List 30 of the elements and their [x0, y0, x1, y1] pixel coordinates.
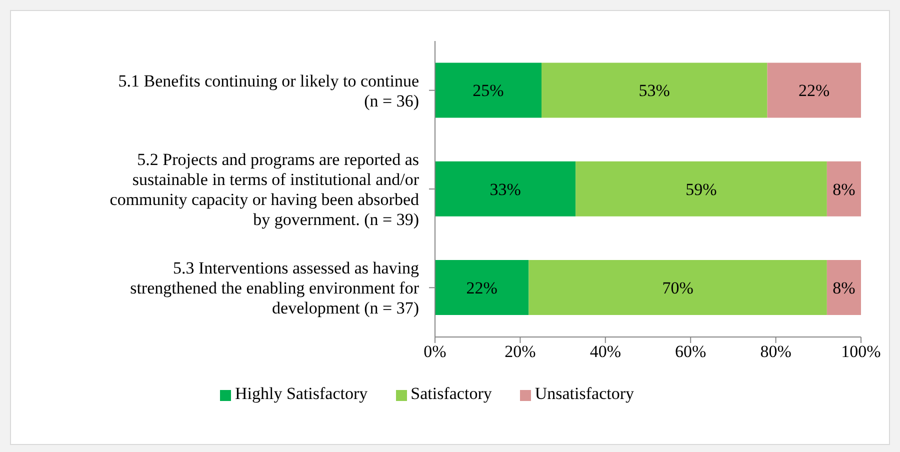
y-tick-label: 5.2 Projects and programs are reported as sustainable in terms of institutional and/or community capacity or having been absorbed by government. (n = 39)	[110, 150, 420, 228]
bar	[542, 62, 768, 118]
bar	[826, 161, 861, 216]
legend-label: Unsatisfactory	[534, 384, 634, 403]
x-tick-label: 20%	[504, 342, 536, 362]
data-label: 8%	[832, 180, 856, 199]
data-label: 33%	[490, 180, 521, 199]
bar	[435, 260, 529, 316]
bar	[435, 62, 542, 118]
y-tick-label: 5.3 Interventions assessed as having strengthened the enabling environment for development (n = 37)	[130, 258, 420, 318]
y-tick-label: 5.1 Benefits continuing or likely to continue (n = 36)	[118, 70, 419, 110]
data-label: 22%	[466, 278, 498, 298]
x-tick-label: 100%	[841, 342, 881, 362]
data-label: 25%	[472, 81, 504, 100]
x-tick-label: 40%	[590, 342, 621, 362]
legend-label: Highly Satisfactory	[234, 384, 368, 403]
data-label: 8%	[832, 278, 856, 298]
bar	[826, 260, 861, 316]
x-tick-label: 60%	[675, 342, 706, 362]
bar	[576, 161, 827, 216]
x-tick-label: 0%	[424, 342, 446, 362]
bar	[435, 161, 576, 216]
legend-label: Satisfactory	[410, 384, 492, 403]
x-tick-label: 80%	[760, 342, 792, 362]
bar	[528, 260, 827, 316]
data-label: 59%	[686, 180, 717, 199]
bar	[767, 62, 861, 118]
data-label: 22%	[798, 81, 830, 100]
data-label: 70%	[662, 278, 694, 298]
data-label: 53%	[638, 81, 670, 100]
